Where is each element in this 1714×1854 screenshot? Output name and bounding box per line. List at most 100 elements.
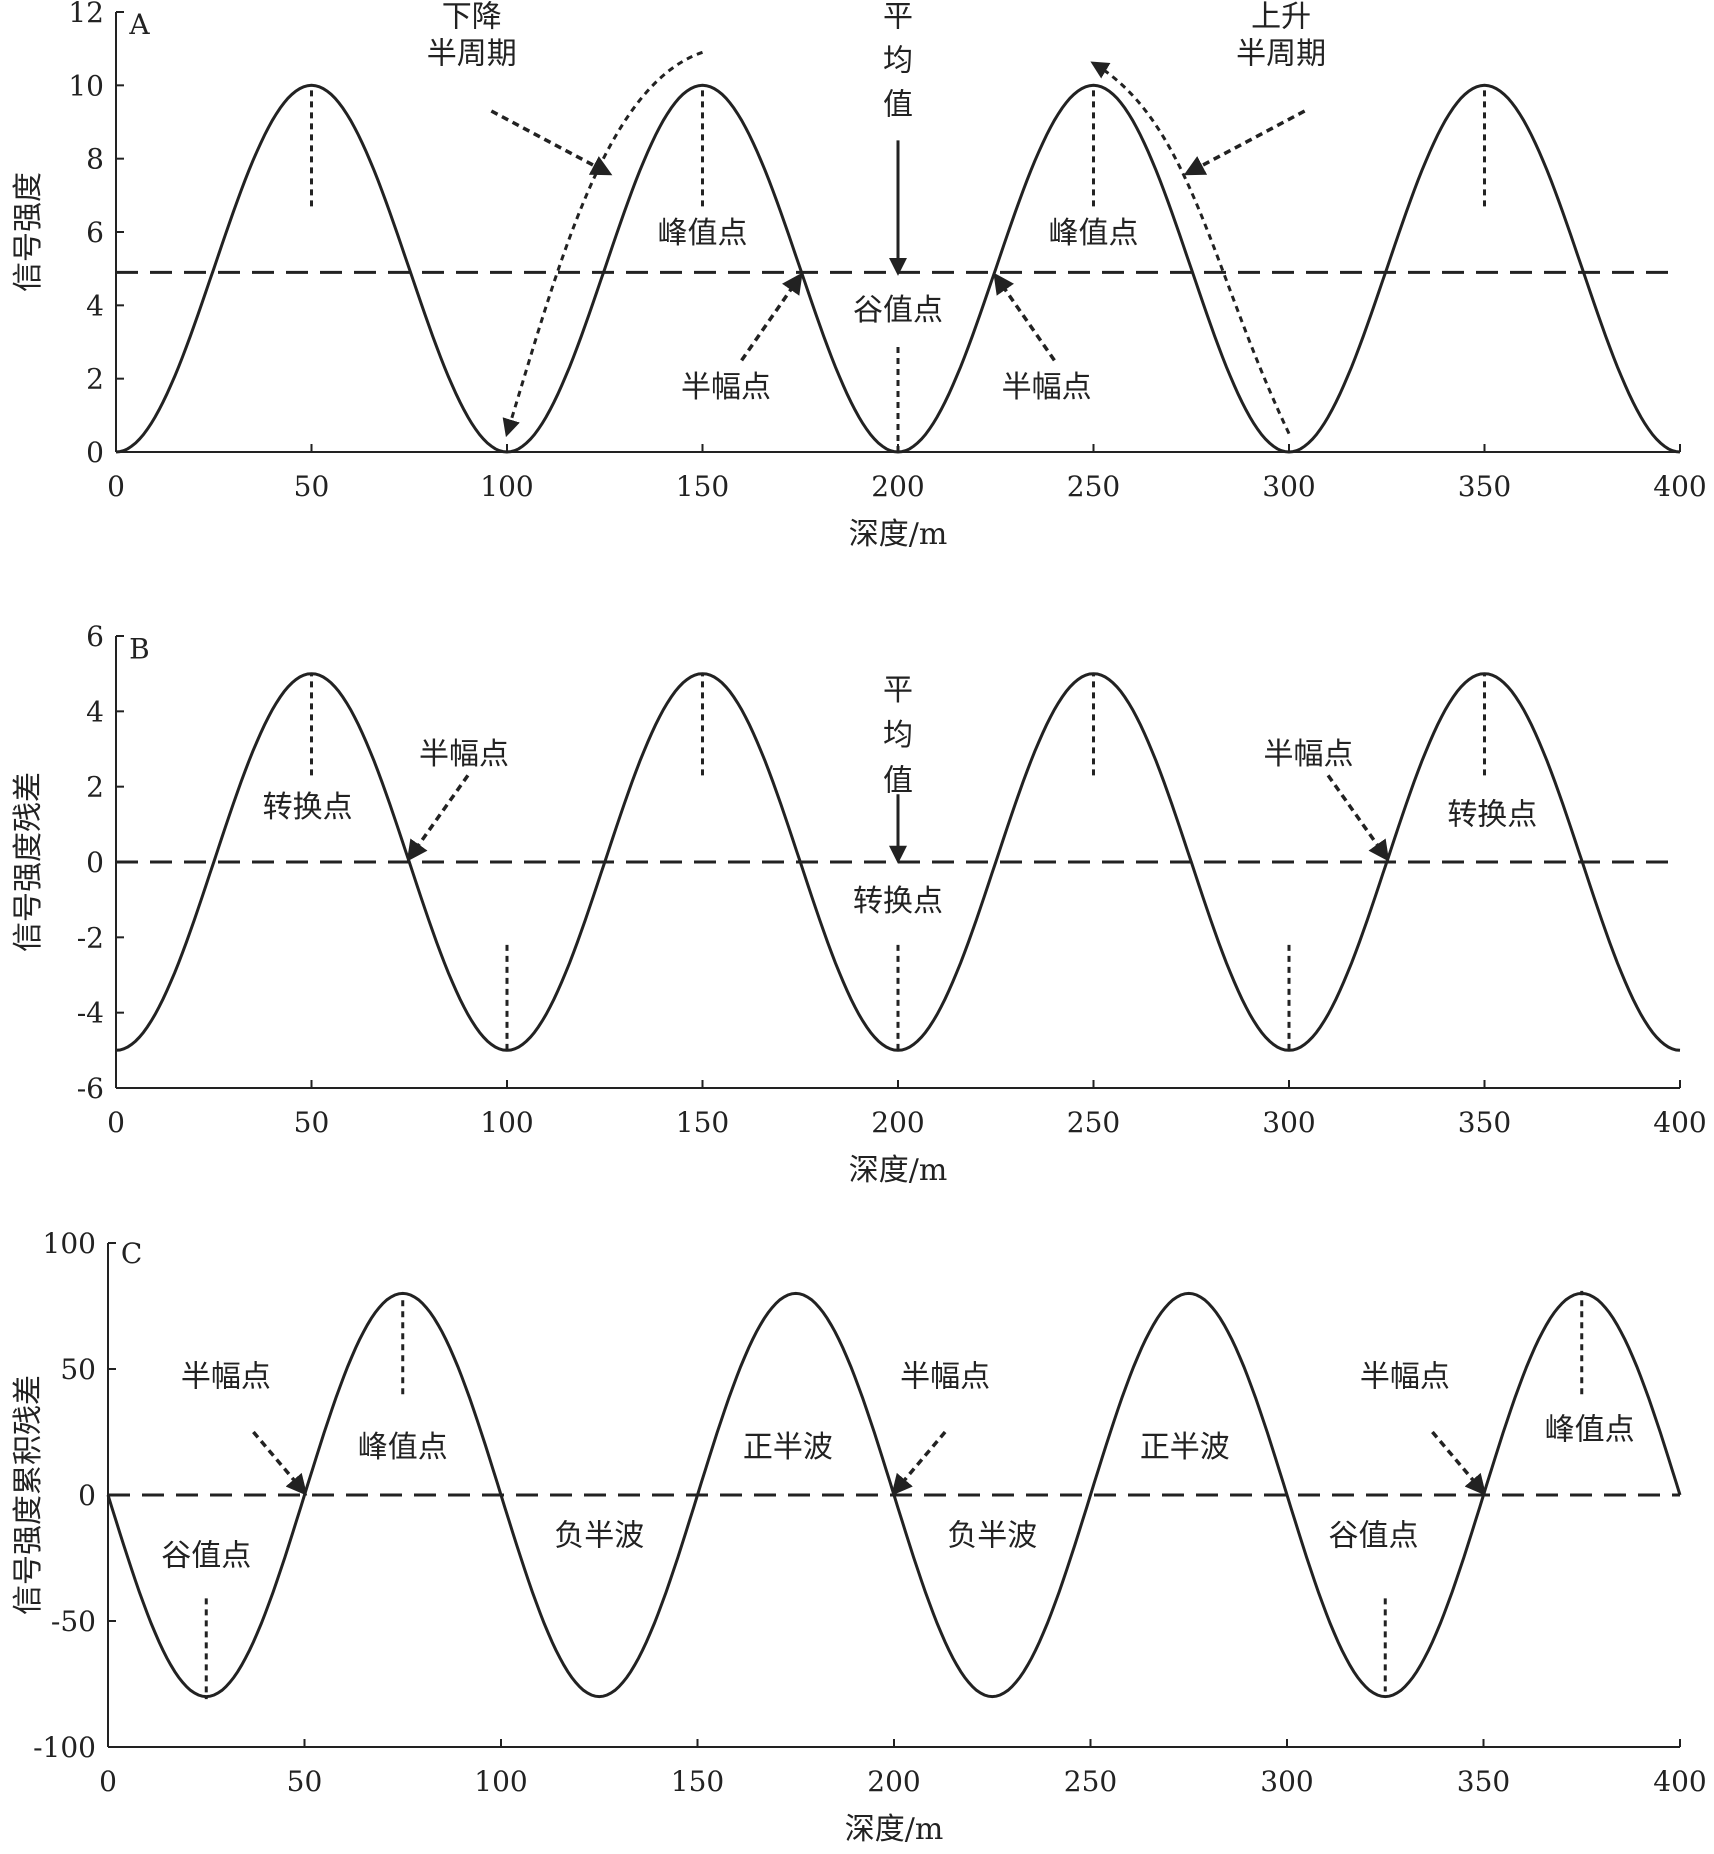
x-tick-label: 350 — [1458, 1106, 1511, 1139]
annotation-arrow — [891, 1430, 947, 1496]
x-tick-label: 50 — [287, 1765, 323, 1798]
annotation-label: 半幅点 — [1264, 737, 1354, 772]
x-tick-label: 150 — [676, 470, 729, 503]
annotation-arrow — [993, 272, 1056, 362]
annotation-label: 值 — [883, 763, 913, 798]
annotation-label: 下降 — [442, 0, 502, 35]
y-axis-title: 信号强度残差 — [11, 772, 46, 952]
panel-label: C — [121, 1237, 142, 1270]
y-axis-title: 信号强度 — [11, 172, 46, 292]
annotation-label: 峰值点 — [1545, 1413, 1635, 1448]
chart-panel-c: 0 50 100 150 200 250 300 350 400 -100 -50 0 50 100 深度/… — [11, 1227, 1707, 1847]
y-tick-label: 6 — [86, 620, 104, 653]
annotation-arrow — [740, 272, 803, 362]
y-tick-label: 6 — [86, 216, 104, 249]
y-tick-label: 0 — [78, 1479, 96, 1512]
annotation-label: 谷值点 — [853, 293, 943, 328]
y-tick-label: 2 — [86, 363, 104, 396]
annotation-arrow — [490, 109, 613, 176]
y-tick-label: 100 — [43, 1227, 96, 1260]
y-tick-label: -2 — [77, 921, 104, 954]
annotation-label: 峰值点 — [358, 1430, 448, 1465]
y-tick-label: -50 — [51, 1605, 96, 1638]
annotation-label: 峰值点 — [658, 216, 748, 251]
annotation-label: 半周期 — [1236, 36, 1326, 71]
annotation-label: 负半波 — [947, 1518, 1037, 1553]
x-tick-label: 250 — [1067, 470, 1120, 503]
x-tick-label: 400 — [1653, 470, 1706, 503]
annotation-label: 半幅点 — [900, 1360, 990, 1395]
panel-label: A — [128, 8, 150, 41]
y-tick-label: 2 — [86, 771, 104, 804]
annotation-label: 负半波 — [554, 1518, 644, 1553]
x-tick-label: 100 — [480, 470, 533, 503]
x-tick-label: 300 — [1260, 1765, 1313, 1798]
y-axis-title: 信号强度累积残差 — [11, 1375, 46, 1615]
annotation-label: 半幅点 — [681, 370, 771, 405]
y-tick-label: 50 — [60, 1353, 96, 1386]
x-tick-label: 0 — [107, 1106, 125, 1139]
annotation-label: 均 — [883, 44, 913, 79]
y-tick-label: 0 — [86, 436, 104, 469]
annotation-arrow — [406, 774, 470, 862]
x-tick-label: 400 — [1653, 1106, 1706, 1139]
y-tick-label: -100 — [33, 1731, 96, 1764]
x-tick-label: 200 — [871, 470, 924, 503]
x-tick-label: 350 — [1458, 470, 1511, 503]
chart-panel-b: 0 50 100 150 200 250 300 350 400 -6 -4 -2 0 2 4 6 深度/m 信号… — [11, 620, 1707, 1188]
x-tick-label: 50 — [294, 1106, 330, 1139]
annotation-arrow — [1326, 774, 1390, 862]
x-tick-label: 250 — [1067, 1106, 1120, 1139]
y-tick-label: 12 — [68, 0, 104, 29]
x-tick-label: 300 — [1262, 470, 1315, 503]
signal-curve — [115, 672, 1681, 1052]
annotation-label: 均 — [883, 718, 913, 753]
x-tick-label: 200 — [867, 1765, 920, 1798]
x-tick-label: 350 — [1457, 1765, 1510, 1798]
x-tick-label: 50 — [294, 470, 330, 503]
x-tick-label: 150 — [671, 1765, 724, 1798]
y-tick-label: 10 — [68, 69, 104, 102]
y-tick-label: 4 — [86, 289, 104, 322]
y-tick-label: -4 — [77, 997, 104, 1030]
annotation-label: 半幅点 — [181, 1360, 271, 1395]
annotation-label: 谷值点 — [161, 1539, 251, 1574]
annotation-label: 谷值点 — [1328, 1518, 1418, 1553]
x-tick-label: 0 — [107, 470, 125, 503]
x-tick-label: 100 — [474, 1765, 527, 1798]
x-tick-label: 150 — [676, 1106, 729, 1139]
annotation-label: 正半波 — [1140, 1430, 1230, 1465]
annotation-arrow — [1431, 1430, 1487, 1496]
x-tick-label: 100 — [480, 1106, 533, 1139]
x-tick-label: 400 — [1653, 1765, 1706, 1798]
x-axis-title: 深度/m — [849, 517, 948, 552]
annotation-label: 转换点 — [263, 790, 353, 825]
annotation-arrow — [252, 1430, 308, 1496]
annotation-label: 半幅点 — [1360, 1360, 1450, 1395]
x-tick-label: 200 — [871, 1106, 924, 1139]
annotation-label: 转换点 — [1447, 797, 1537, 832]
annotation-label: 平 — [883, 0, 913, 35]
panel-label: B — [129, 633, 150, 666]
y-tick-label: -6 — [77, 1072, 104, 1105]
chart-panel-a: 0 50 100 150 200 250 300 350 400 0 2 4 6 8 10 12 深度/m 信号强… — [11, 0, 1707, 552]
annotation-label: 平 — [883, 673, 913, 708]
y-tick-label: 4 — [86, 695, 104, 728]
annotation-label: 峰值点 — [1049, 216, 1139, 251]
annotation-arrow — [1183, 109, 1306, 176]
annotation-label: 值 — [883, 88, 913, 123]
annotation-label: 半幅点 — [1002, 370, 1092, 405]
annotation-label: 半幅点 — [419, 737, 509, 772]
annotation-label: 上升 — [1251, 0, 1311, 35]
annotation-label: 半周期 — [427, 36, 517, 71]
x-tick-label: 250 — [1064, 1765, 1117, 1798]
x-axis-title: 深度/m — [845, 1812, 944, 1847]
x-tick-label: 300 — [1262, 1106, 1315, 1139]
y-tick-label: 0 — [86, 846, 104, 879]
annotation-label: 正半波 — [743, 1430, 833, 1465]
half-period-arrow — [502, 50, 703, 438]
y-tick-label: 8 — [86, 143, 104, 176]
x-tick-label: 0 — [99, 1765, 117, 1798]
half-period-arrow — [1090, 61, 1291, 435]
